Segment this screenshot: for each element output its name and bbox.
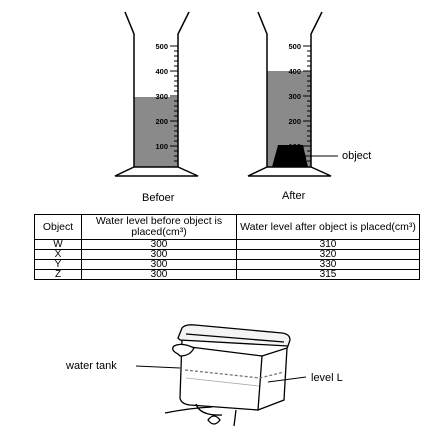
results-table: Object Water level before object is plac… bbox=[34, 214, 420, 280]
cell-object: X bbox=[34, 249, 82, 260]
cylinder-before: 500 400 300 200 100 bbox=[114, 11, 199, 177]
tick-label-before: 100 bbox=[155, 142, 168, 151]
header-after: Water level after object is placed(cm³) bbox=[236, 214, 420, 240]
tick-label-after: 200 bbox=[288, 117, 301, 126]
tick-label-before: 500 bbox=[155, 42, 168, 51]
cell-before: 300 bbox=[81, 239, 237, 250]
tick-label-after: 100 bbox=[288, 142, 301, 151]
water-before bbox=[134, 97, 178, 167]
cell-after: 315 bbox=[236, 269, 420, 280]
object-label: object bbox=[342, 150, 372, 162]
before-label: Befoer bbox=[142, 192, 175, 204]
after-label: After bbox=[282, 190, 306, 202]
cell-object: Y bbox=[34, 259, 82, 270]
level-l-label: level L bbox=[311, 372, 343, 384]
table-row: Y 300 330 bbox=[34, 259, 420, 270]
tick-label-before: 300 bbox=[155, 92, 168, 101]
tank-leader-line bbox=[135, 365, 181, 369]
scale-before bbox=[170, 45, 178, 162]
tick-label-before: 400 bbox=[155, 67, 168, 76]
table-row: Z 300 315 bbox=[34, 269, 420, 280]
tick-label-after: 400 bbox=[288, 67, 301, 76]
cell-before: 300 bbox=[81, 259, 237, 270]
cylinder-after: 500 400 300 200 100 bbox=[247, 11, 338, 177]
cell-before: 300 bbox=[81, 269, 237, 280]
table-header-row: Object Water level before object is plac… bbox=[34, 214, 420, 240]
cell-object: Z bbox=[34, 269, 82, 280]
cell-before: 300 bbox=[81, 249, 237, 260]
cell-after: 320 bbox=[236, 249, 420, 260]
header-object: Object bbox=[34, 214, 82, 240]
cell-after: 310 bbox=[236, 239, 420, 250]
tick-label-after: 300 bbox=[288, 92, 301, 101]
cell-object: W bbox=[34, 239, 82, 250]
table-row: W 300 310 bbox=[34, 239, 420, 250]
level-leader-line bbox=[267, 376, 307, 383]
water-tank-label: water tank bbox=[66, 360, 117, 372]
water-tank-drawing bbox=[164, 324, 291, 427]
table-row: X 300 320 bbox=[34, 249, 420, 260]
header-before: Water level before object is placed(cm³) bbox=[81, 214, 237, 240]
cell-after: 330 bbox=[236, 259, 420, 270]
tick-label-before: 200 bbox=[155, 117, 168, 126]
object-shape bbox=[272, 145, 308, 167]
tick-label-after: 500 bbox=[288, 42, 301, 51]
